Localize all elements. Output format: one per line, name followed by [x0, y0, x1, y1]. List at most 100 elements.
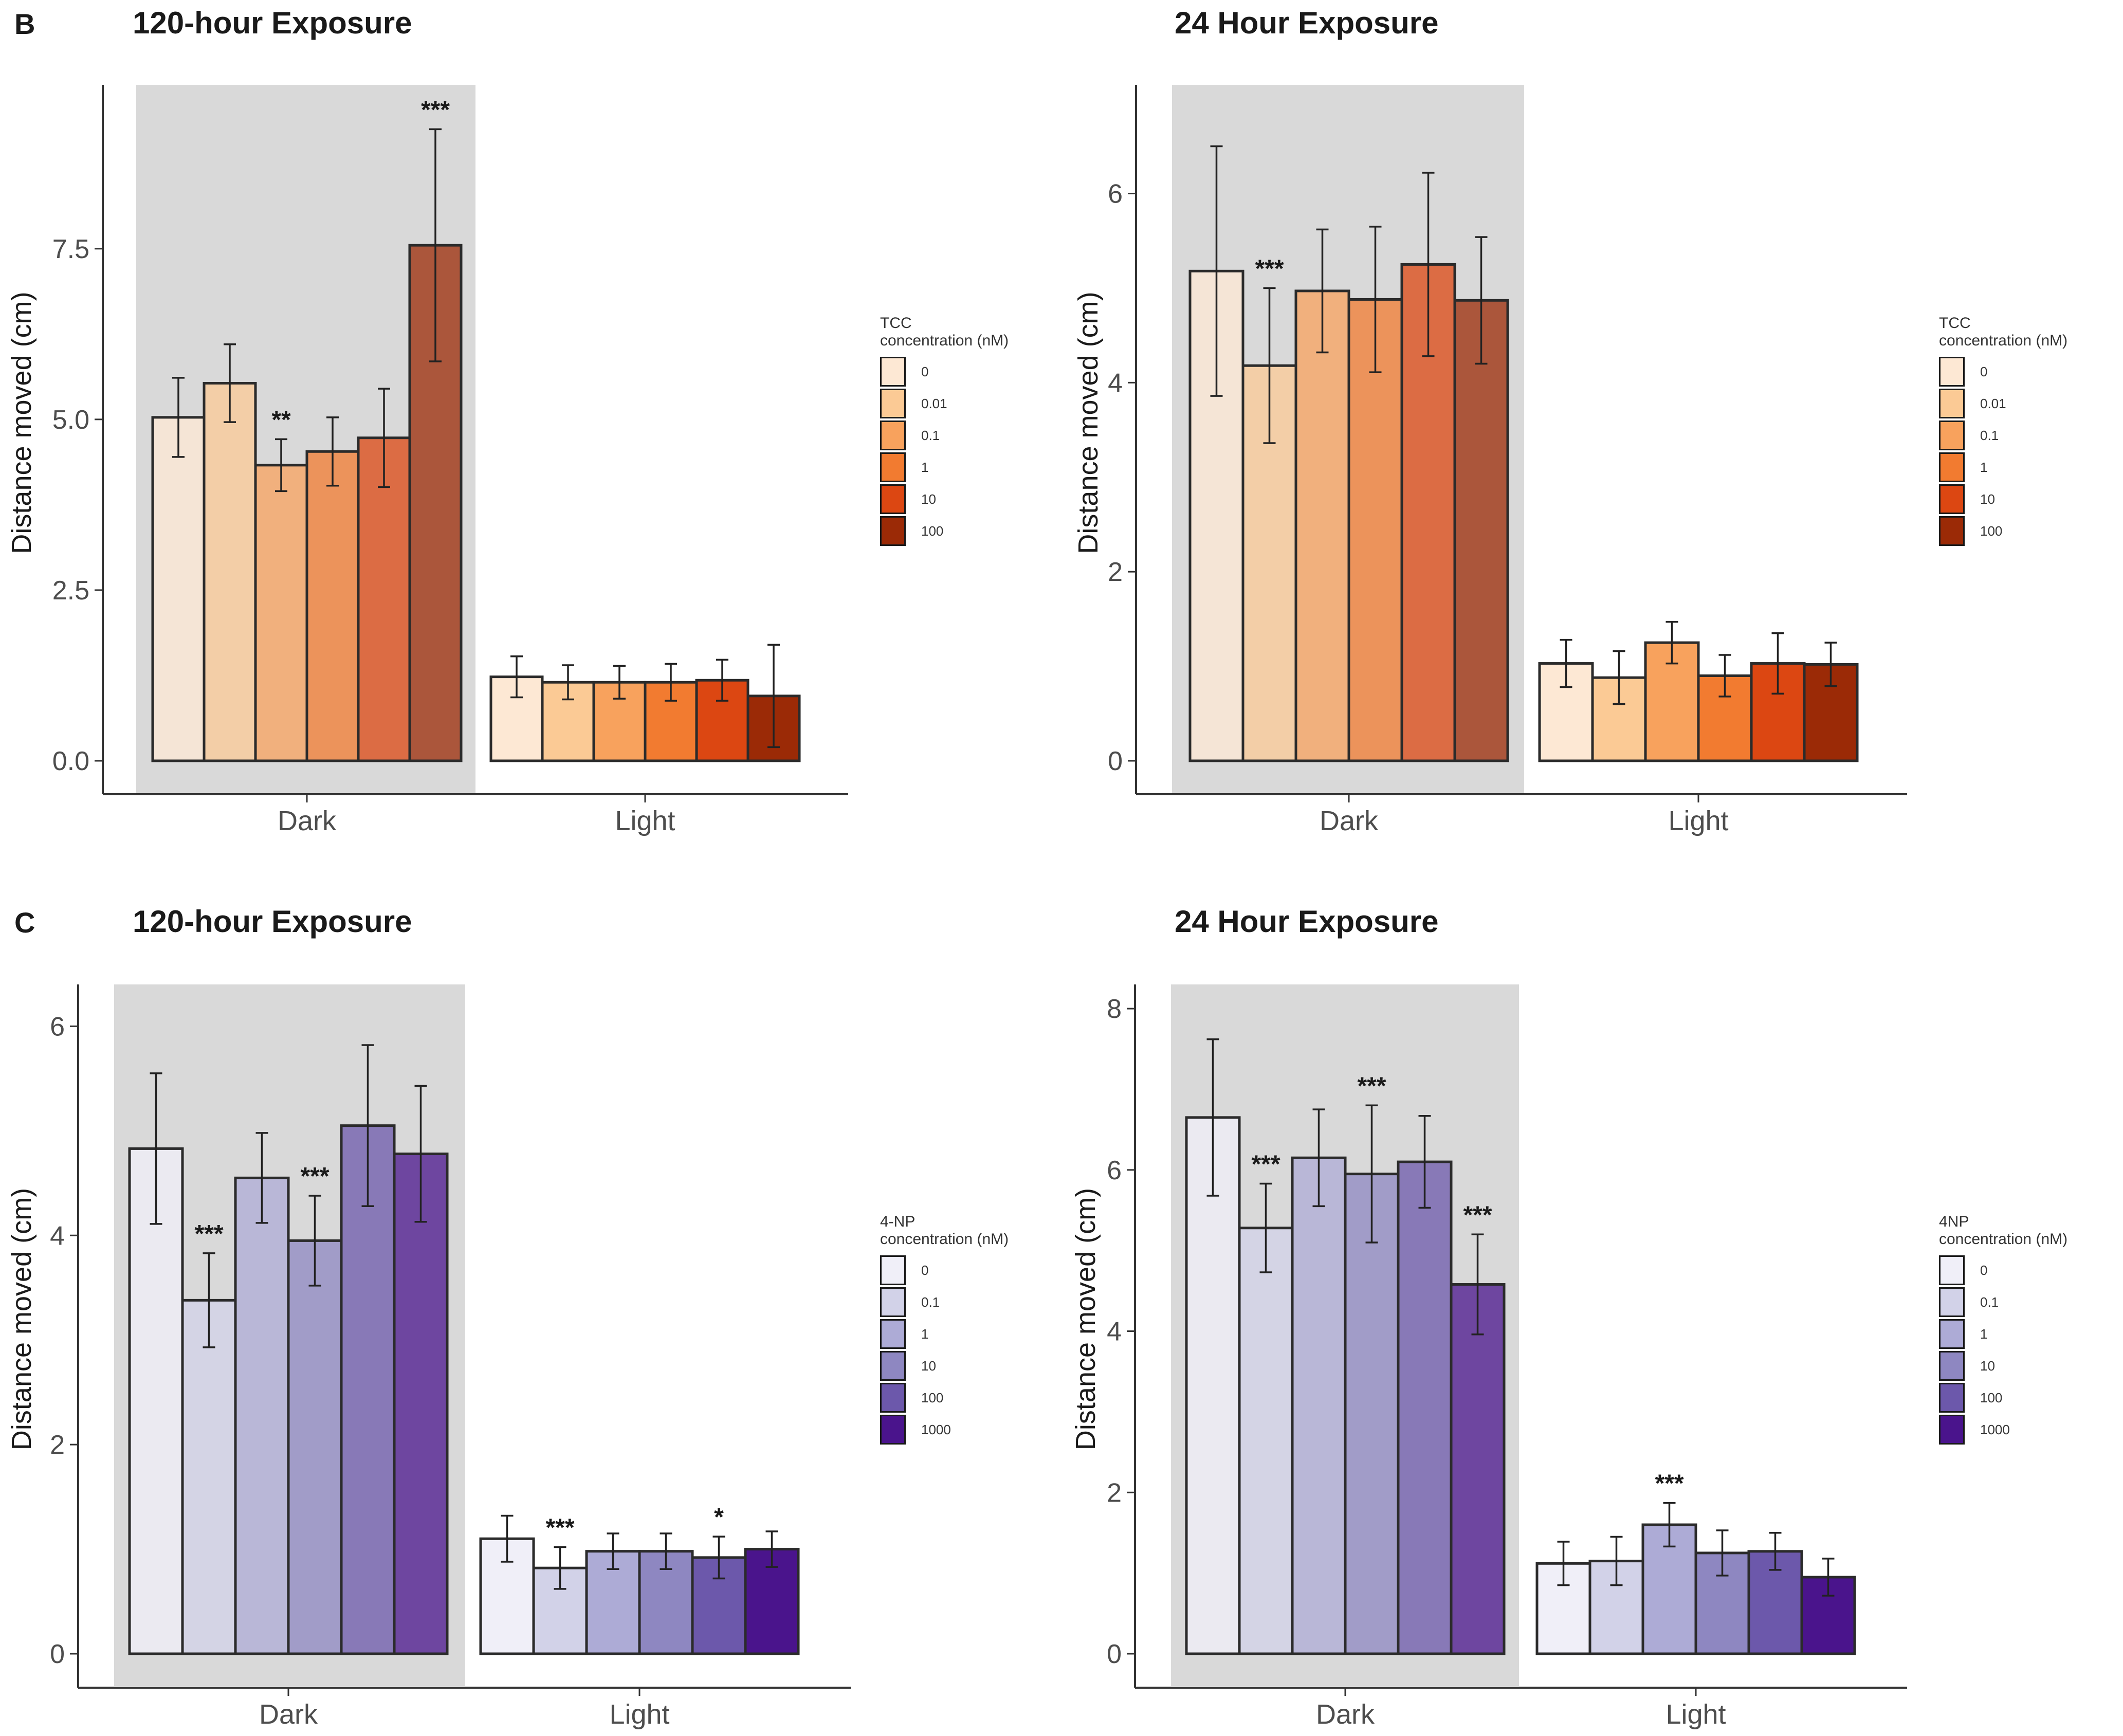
bar — [203, 381, 257, 762]
legend-c-24h: 4NP concentration (nM) 0 0.1 1 10 100 1000 — [1939, 1213, 2067, 1446]
legend-label: 10 — [1980, 1358, 1995, 1374]
legend-entry: 1 — [880, 451, 1009, 483]
bar — [1453, 299, 1509, 762]
legend-entry: 10 — [1939, 1350, 2067, 1382]
legend-title: TCC concentration (nM) — [880, 315, 1009, 349]
y-tick-label: 7.5 — [52, 234, 89, 264]
legend-entry: 0.1 — [880, 1286, 1009, 1318]
bar — [1294, 289, 1350, 762]
legend-label: 0.1 — [1980, 1294, 1999, 1310]
legend-title: TCC concentration (nM) — [1939, 315, 2068, 349]
legend-entry: 100 — [1939, 515, 2067, 547]
x-tick-label: Light — [1666, 1699, 1726, 1730]
legend-title: 4-NP concentration (nM) — [880, 1213, 1009, 1248]
legend-entry: 0.01 — [1939, 388, 2067, 419]
y-tick-label: 2 — [50, 1430, 65, 1460]
legend-label: 0 — [1980, 363, 1988, 379]
legend-swatch — [880, 484, 906, 514]
legend-label: 100 — [1980, 1390, 2003, 1405]
y-tick-label: 2 — [1108, 557, 1123, 587]
legend-label: 0 — [921, 1262, 929, 1278]
significance-label: *** — [1357, 1072, 1386, 1100]
legend-swatch — [1939, 1351, 1965, 1381]
legend-label: 0 — [1980, 1262, 1988, 1278]
significance-label: *** — [300, 1163, 329, 1190]
legend-swatch — [880, 1287, 906, 1317]
y-tick-label: 0 — [1108, 746, 1123, 776]
x-tick-label: Dark — [278, 806, 337, 836]
legend-entry: 0 — [880, 356, 1009, 388]
x-tick-label: Dark — [1316, 1699, 1375, 1730]
bar — [592, 681, 647, 762]
y-tick-label: 2 — [1107, 1478, 1122, 1508]
legend-swatch — [1939, 1415, 1965, 1445]
legend-label: 10 — [921, 491, 936, 507]
legend-label: 0.01 — [921, 395, 947, 411]
significance-label: *** — [545, 1514, 574, 1541]
significance-label: *** — [1655, 1470, 1683, 1497]
legend-c-120h: 4-NP concentration (nM) 0 0.1 1 10 100 1000 — [880, 1213, 1009, 1446]
legend-label: 0.1 — [921, 1294, 940, 1310]
legend-swatch — [880, 389, 906, 418]
legend-b-120h: TCC concentration (nM) 0 0.01 0.1 1 10 100 — [880, 315, 1009, 547]
chart-c-24h: 0 2 4 6 8 Distance moved (cm) *** *** *** Dark ***… — [1070, 984, 1907, 1730]
bar — [181, 1299, 237, 1655]
legend-label: 0.1 — [1980, 427, 1999, 443]
legend-label: 1000 — [1980, 1421, 2010, 1437]
legend-swatch — [880, 1383, 906, 1413]
significance-label: *** — [1463, 1201, 1492, 1229]
y-tick-label: 4 — [1107, 1317, 1122, 1347]
bar — [151, 416, 206, 762]
significance-label: *** — [1251, 1150, 1280, 1178]
legend-entry: 100 — [1939, 1382, 2067, 1414]
y-tick-label: 6 — [1108, 179, 1123, 209]
y-tick-label: 0 — [50, 1639, 65, 1669]
legend-title: 4NP concentration (nM) — [1939, 1213, 2068, 1248]
legend-swatch — [1939, 484, 1965, 514]
legend-label: 0 — [921, 363, 929, 379]
x-tick-label: Light — [609, 1699, 669, 1730]
legend-label: 100 — [1980, 523, 2003, 539]
bar — [1450, 1283, 1506, 1655]
legend-entry: 10 — [1939, 483, 2067, 515]
legend-entry: 0.1 — [1939, 1286, 2067, 1318]
y-tick-label: 5.0 — [52, 405, 89, 435]
y-axis-title: Distance moved (cm) — [1073, 291, 1104, 554]
legend-entry: 0 — [1939, 1254, 2067, 1286]
legend-swatch — [880, 516, 906, 546]
legend-label: 10 — [1980, 491, 1995, 507]
chart-title-c-24h: 24 Hour Exposure — [1175, 904, 1439, 939]
legend-swatch — [1939, 516, 1965, 546]
bar — [1238, 1227, 1294, 1655]
y-tick-label: 4 — [50, 1221, 65, 1251]
legend-label: 0.1 — [921, 427, 940, 443]
significance-label: *** — [421, 96, 450, 123]
legend-entry: 1000 — [880, 1414, 1009, 1446]
legend-label: 1 — [1980, 1326, 1988, 1342]
panel-letter-c: C — [14, 906, 35, 939]
x-tick-label: Dark — [259, 1699, 318, 1730]
chart-title-c-120h: 120-hour Exposure — [133, 904, 412, 939]
legend-entry: 100 — [880, 1382, 1009, 1414]
legend-entry: 1 — [880, 1318, 1009, 1350]
legend-entry: 100 — [880, 515, 1009, 547]
legend-swatch — [880, 421, 906, 450]
legend-entry: 10 — [880, 483, 1009, 515]
chart-b-24h: 0 2 4 6 Distance moved (cm) *** Dark Light — [1073, 85, 1907, 836]
legend-entry: 0.1 — [880, 419, 1009, 451]
legend-entry: 1 — [1939, 1318, 2067, 1350]
legend-label: 1 — [921, 1326, 929, 1342]
bar — [393, 1153, 449, 1655]
x-tick-label: Light — [1668, 806, 1728, 836]
legend-label: 10 — [921, 1358, 936, 1374]
legend-label: 0.01 — [1980, 395, 2006, 411]
y-axis-title: Distance moved (cm) — [6, 1188, 37, 1450]
legend-entry: 10 — [880, 1350, 1009, 1382]
legend-b-24h: TCC concentration (nM) 0 0.01 0.1 1 10 100 — [1939, 315, 2067, 547]
legend-swatch — [880, 1351, 906, 1381]
x-tick-label: Light — [615, 806, 675, 836]
y-tick-label: 6 — [50, 1012, 65, 1041]
legend-entry: 0 — [1939, 356, 2067, 388]
bar — [305, 450, 360, 762]
